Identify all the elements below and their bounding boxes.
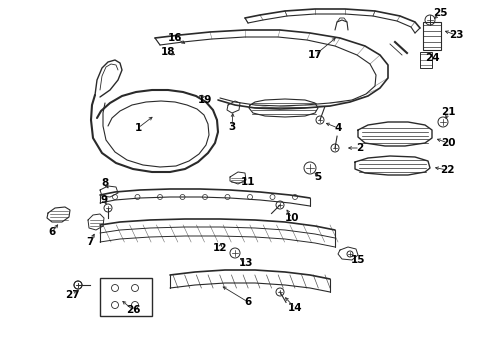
Text: 1: 1 (134, 123, 142, 133)
Text: 21: 21 (440, 107, 454, 117)
Text: 16: 16 (167, 33, 182, 43)
Text: 15: 15 (350, 255, 365, 265)
Text: 9: 9 (100, 195, 107, 205)
Text: 8: 8 (101, 178, 108, 188)
Bar (419, 52, 431, 68)
Text: 17: 17 (307, 50, 322, 60)
Bar (422, 22, 440, 50)
Text: 2: 2 (356, 143, 363, 153)
Text: 3: 3 (228, 122, 235, 132)
Text: 25: 25 (432, 8, 447, 18)
Text: 6: 6 (48, 227, 56, 237)
Text: 4: 4 (334, 123, 341, 133)
Bar (100, 278, 152, 316)
Text: 20: 20 (440, 138, 454, 148)
Text: 14: 14 (287, 303, 302, 313)
Text: 13: 13 (238, 258, 253, 268)
Text: 10: 10 (284, 213, 299, 223)
Text: 19: 19 (198, 95, 212, 105)
Text: 26: 26 (125, 305, 140, 315)
Text: 5: 5 (314, 172, 321, 182)
Text: 11: 11 (240, 177, 255, 187)
Text: 7: 7 (86, 237, 94, 247)
Text: 22: 22 (439, 165, 453, 175)
Text: 18: 18 (161, 47, 175, 57)
Text: 23: 23 (448, 30, 462, 40)
Text: 27: 27 (64, 290, 79, 300)
Text: 6: 6 (244, 297, 251, 307)
Text: 12: 12 (212, 243, 227, 253)
Text: 24: 24 (424, 53, 438, 63)
